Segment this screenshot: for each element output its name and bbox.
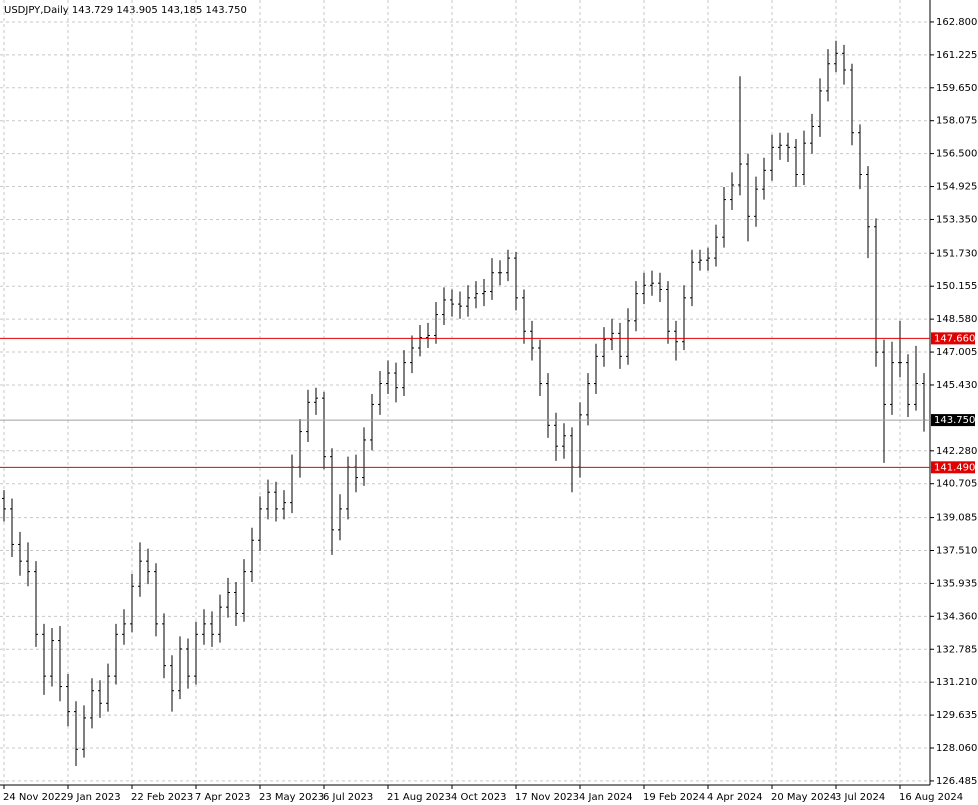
y-tick-label: 140.705: [936, 479, 977, 490]
x-tick-label: 4 Apr 2024: [707, 792, 762, 803]
y-tick-label: 139.085: [936, 513, 977, 524]
y-tick-label: 151.730: [936, 248, 977, 259]
x-tick-label: 4 Jan 2024: [579, 792, 633, 803]
x-tick-label: 4 Oct 2023: [451, 792, 506, 803]
y-tick-label: 159.650: [936, 83, 977, 94]
y-tick-label: 154.925: [936, 182, 977, 193]
y-tick-label: 137.510: [936, 546, 977, 557]
x-tick-label: 20 May 2024: [771, 792, 836, 803]
level-label-box: [931, 332, 975, 345]
x-tick-label: 21 Aug 2023: [387, 792, 451, 803]
x-tick-label: 22 Feb 2023: [131, 792, 193, 803]
y-tick-label: 147.005: [936, 347, 977, 358]
y-tick-label: 156.500: [936, 149, 977, 160]
y-tick-label: 153.350: [936, 214, 977, 225]
current-price-label-box: [931, 414, 975, 427]
y-tick-label: 158.075: [936, 116, 977, 127]
y-tick-label: 135.935: [936, 578, 977, 589]
y-tick-label: 128.060: [936, 743, 977, 754]
x-tick-label: 23 May 2023: [259, 792, 324, 803]
x-tick-label: 6 Jul 2023: [323, 792, 373, 803]
current-price-label: 143.750: [934, 415, 975, 426]
x-tick-label: 24 Nov 2022: [3, 792, 67, 803]
chart-title: USDJPY,Daily 143.729 143.905 143,185 143…: [4, 5, 247, 16]
x-tick-label: 16 Aug 2024: [899, 792, 963, 803]
x-tick-label: 3 Jul 2024: [835, 792, 885, 803]
y-tick-label: 145.430: [936, 380, 977, 391]
x-tick-label: 7 Apr 2023: [195, 792, 250, 803]
level-label: 141.490: [934, 462, 975, 473]
level-label: 147.660: [934, 333, 975, 344]
level-label-box: [931, 461, 975, 474]
x-tick-label: 17 Nov 2023: [515, 792, 579, 803]
x-tick-label: 9 Jan 2023: [67, 792, 121, 803]
y-tick-label: 132.785: [936, 644, 977, 655]
y-tick-label: 150.155: [936, 281, 977, 292]
x-tick-label: 19 Feb 2024: [643, 792, 705, 803]
y-tick-label: 162.800: [936, 17, 977, 28]
y-tick-label: 131.210: [936, 677, 977, 688]
y-tick-label: 161.225: [936, 50, 977, 61]
y-tick-label: 129.635: [936, 710, 977, 721]
y-tick-label: 142.280: [936, 446, 977, 457]
y-tick-label: 134.360: [936, 611, 977, 622]
y-tick-label: 148.580: [936, 314, 977, 325]
y-tick-label: 126.485: [936, 776, 977, 787]
